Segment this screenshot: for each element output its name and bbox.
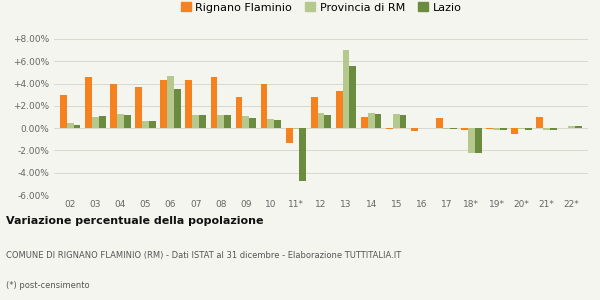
Bar	[317, 112, 325, 128]
Text: Variazione percentuale della popolazione: Variazione percentuale della popolazione	[6, 215, 263, 226]
Bar	[136, 87, 142, 128]
Bar	[85, 77, 92, 128]
Bar	[518, 128, 525, 129]
Bar	[185, 80, 192, 128]
Bar	[67, 123, 74, 128]
Bar	[92, 117, 99, 128]
Bar	[286, 128, 293, 142]
Bar	[550, 128, 557, 130]
Bar	[160, 80, 167, 128]
Bar	[60, 95, 67, 128]
Bar	[74, 125, 80, 128]
Bar	[450, 128, 457, 129]
Bar	[142, 122, 149, 128]
Bar	[343, 50, 349, 128]
Bar	[374, 114, 381, 128]
Bar	[500, 128, 506, 130]
Bar	[192, 115, 199, 128]
Bar	[436, 118, 443, 128]
Bar	[568, 126, 575, 128]
Bar	[211, 77, 217, 128]
Bar	[468, 128, 475, 153]
Bar	[274, 120, 281, 128]
Bar	[299, 128, 306, 181]
Bar	[249, 118, 256, 128]
Bar	[400, 115, 406, 128]
Bar	[293, 128, 299, 129]
Bar	[199, 115, 206, 128]
Bar	[242, 116, 249, 128]
Bar	[487, 128, 493, 129]
Bar	[236, 97, 242, 128]
Bar	[493, 128, 500, 130]
Legend: Rignano Flaminio, Provincia di RM, Lazio: Rignano Flaminio, Provincia di RM, Lazio	[176, 0, 466, 17]
Text: COMUNE DI RIGNANO FLAMINIO (RM) - Dati ISTAT al 31 dicembre - Elaborazione TUTTI: COMUNE DI RIGNANO FLAMINIO (RM) - Dati I…	[6, 251, 401, 260]
Bar	[443, 128, 450, 129]
Bar	[475, 128, 482, 153]
Bar	[110, 84, 117, 128]
Bar	[174, 89, 181, 128]
Bar	[461, 128, 468, 130]
Bar	[361, 117, 368, 128]
Bar	[543, 128, 550, 130]
Bar	[149, 122, 155, 128]
Bar	[224, 115, 231, 128]
Bar	[261, 84, 268, 128]
Bar	[411, 128, 418, 131]
Bar	[311, 97, 317, 128]
Bar	[393, 114, 400, 128]
Bar	[368, 112, 374, 128]
Bar	[325, 115, 331, 128]
Bar	[124, 115, 131, 128]
Bar	[167, 76, 174, 128]
Text: (*) post-censimento: (*) post-censimento	[6, 281, 89, 290]
Bar	[386, 128, 393, 129]
Bar	[511, 128, 518, 134]
Bar	[525, 128, 532, 130]
Bar	[536, 117, 543, 128]
Bar	[217, 115, 224, 128]
Bar	[575, 127, 582, 128]
Bar	[349, 66, 356, 128]
Bar	[117, 114, 124, 128]
Bar	[99, 116, 106, 128]
Bar	[268, 119, 274, 128]
Bar	[336, 92, 343, 128]
